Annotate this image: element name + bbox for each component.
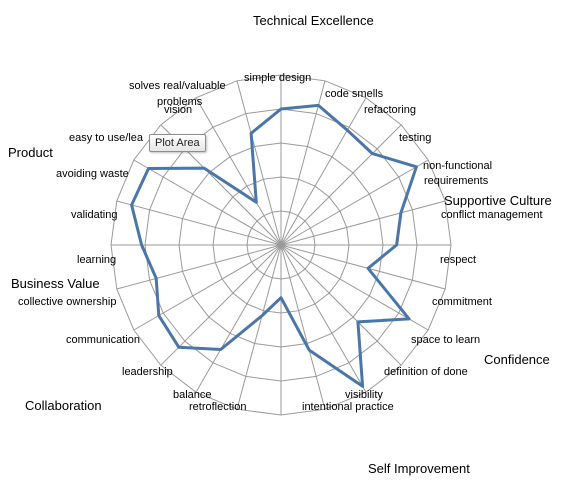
label-easy-to-use: easy to use/lea	[69, 132, 143, 144]
label-balance: balance	[173, 389, 212, 401]
grid-spoke	[236, 80, 282, 246]
label-avoiding-waste: avoiding waste	[56, 168, 129, 180]
grid-spoke	[280, 244, 402, 366]
grid-spoke	[280, 80, 326, 246]
label-commitment: commitment	[432, 296, 492, 308]
label-collective-ownership: collective ownership	[18, 296, 117, 308]
label-validating: validating	[71, 209, 118, 221]
grid-spoke	[280, 200, 446, 246]
grid-spoke	[133, 159, 282, 246]
group-technical-excellence: Technical Excellence	[253, 13, 374, 28]
label-refactoring: refactoring	[364, 104, 416, 116]
label-respect: respect	[440, 254, 477, 266]
series-line	[130, 103, 418, 388]
grid-spoke	[116, 200, 282, 246]
label-vision: vision	[164, 104, 193, 116]
label-non-functional: non-functional	[423, 160, 493, 172]
label-learning: learning	[77, 254, 117, 266]
group-supportive-culture: Supportive Culture	[444, 193, 552, 208]
radar-series	[130, 103, 418, 388]
grid-spoke	[195, 244, 282, 393]
grid-spoke	[280, 244, 446, 290]
grid-spoke	[280, 97, 367, 246]
label-space-to-learn: space to learn	[411, 334, 481, 346]
group-confidence: Confidence	[484, 352, 550, 367]
group-collaboration: Collaboration	[25, 398, 102, 413]
group-self-improvement: Self Improvement	[368, 461, 470, 476]
grid-spoke	[195, 97, 282, 246]
label-problems: problems	[157, 96, 203, 108]
grid-spoke	[280, 159, 429, 246]
label-retroflection: retroflection	[189, 401, 247, 413]
group-product: Product	[8, 145, 53, 160]
label-intentional-practice: intentional practice	[302, 401, 394, 413]
label-communication: communication	[66, 334, 140, 346]
label-solves-real: solves real/valuable	[129, 80, 226, 92]
grid-spoke	[236, 244, 282, 410]
plot-area-tooltip: Plot Area	[149, 134, 206, 152]
label-conflict-management: conflict management	[441, 209, 543, 221]
label-testing: testing	[399, 132, 432, 144]
grid-spoke	[280, 244, 429, 331]
label-definition-of-done: definition of done	[384, 366, 468, 378]
label-visibility: visibility	[345, 389, 383, 401]
grid-spoke	[116, 244, 282, 290]
grid-spoke	[280, 124, 402, 246]
grid-spoke	[280, 244, 326, 410]
label-leadership: leadership	[122, 366, 173, 378]
label-requirements: requirements	[424, 175, 489, 187]
grid-spoke	[280, 244, 367, 393]
label-code-smells: code smells	[325, 88, 384, 100]
grid-spoke	[160, 244, 282, 366]
radar-grid	[110, 74, 452, 416]
group-business-value: Business Value	[11, 276, 100, 291]
label-simple-design: simple design	[244, 72, 312, 84]
